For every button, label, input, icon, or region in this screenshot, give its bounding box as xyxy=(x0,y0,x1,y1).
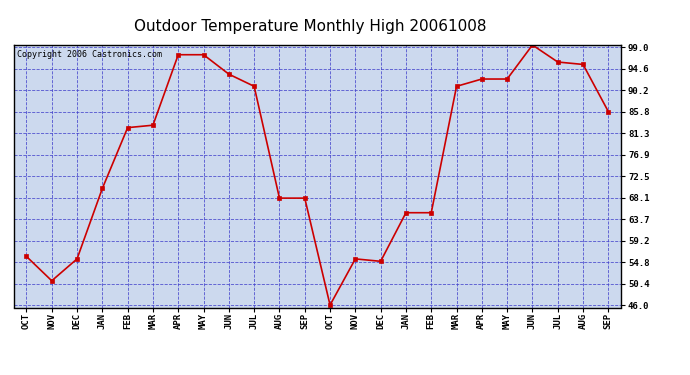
Text: Copyright 2006 Castronics.com: Copyright 2006 Castronics.com xyxy=(17,50,162,59)
Text: Outdoor Temperature Monthly High 20061008: Outdoor Temperature Monthly High 2006100… xyxy=(135,19,486,34)
